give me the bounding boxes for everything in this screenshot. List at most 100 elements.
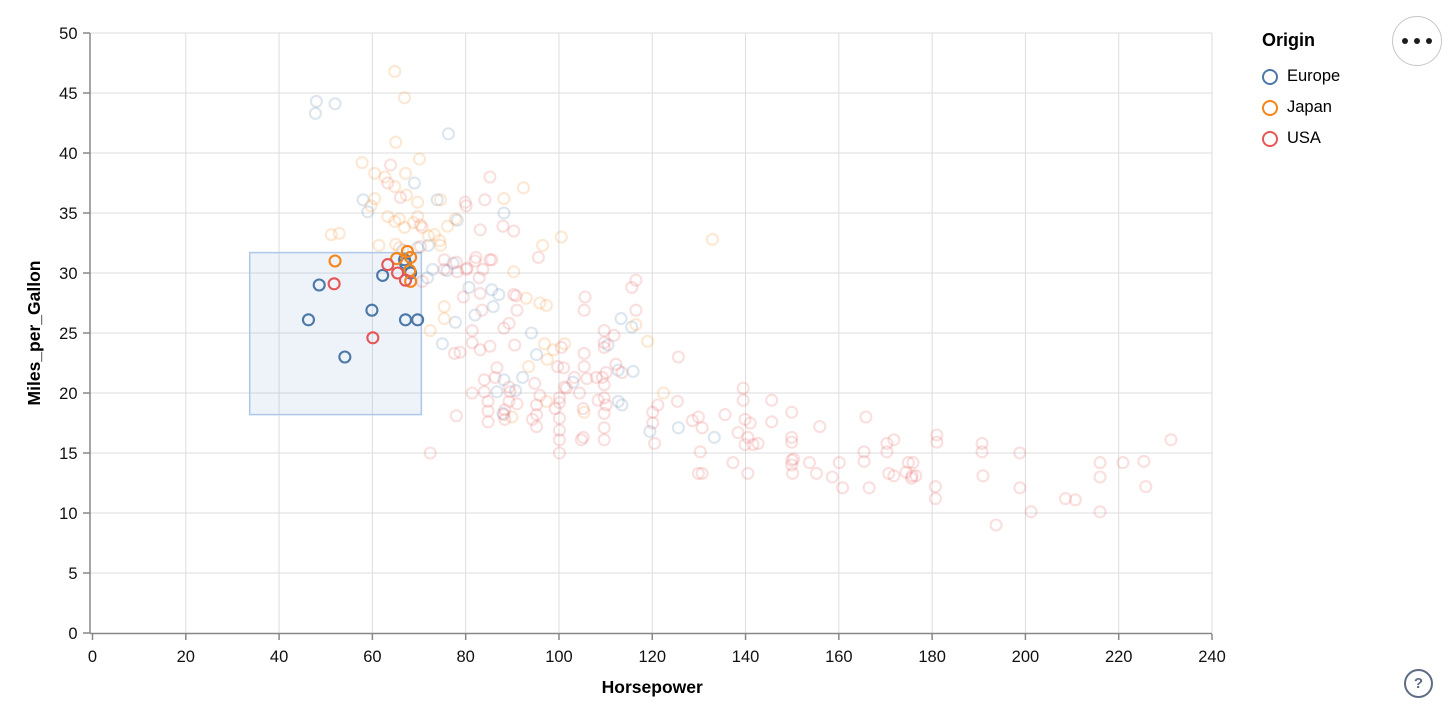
question-mark-icon: ?	[1413, 675, 1424, 692]
scatter-point-usa	[1068, 493, 1082, 507]
scatter-point-usa	[928, 492, 942, 506]
scatter-point-japan	[378, 170, 392, 184]
scatter-point-japan	[540, 352, 554, 366]
x-tick-label: 140	[732, 648, 760, 666]
scatter-point-usa	[695, 421, 709, 435]
scatter-point-europe	[328, 97, 342, 111]
scatter-point-usa	[597, 340, 611, 354]
scatter-point-usa	[802, 456, 816, 470]
scatter-point-usa	[577, 303, 591, 317]
scatter-point-japan	[404, 250, 418, 264]
scatter-point-japan	[406, 216, 420, 230]
scatter-point-usa	[741, 466, 755, 480]
scatter-point-japan	[516, 181, 531, 195]
scatter-point-usa	[880, 436, 894, 450]
scatter-point-usa	[813, 420, 827, 434]
scatter-point-japan	[558, 337, 572, 351]
scatter-point-usa	[578, 290, 592, 304]
scatter-point-usa	[384, 158, 398, 172]
scatter-point-usa	[597, 324, 611, 338]
scatter-point-usa	[738, 412, 752, 426]
scatter-point-europe	[312, 278, 326, 292]
scatter-point-japan	[539, 394, 553, 408]
scatter-point-usa	[465, 324, 479, 338]
scatter-point-usa	[887, 469, 901, 483]
scatter-point-europe	[516, 370, 530, 384]
scatter-point-usa	[558, 380, 572, 394]
legend: Origin Europe Japan USA	[1262, 30, 1340, 154]
scatter-point-usa	[691, 410, 705, 424]
scatter-point-japan	[629, 318, 643, 332]
scatter-point-usa	[693, 445, 707, 459]
scatter-point-usa	[695, 466, 709, 480]
scatter-point-usa	[502, 380, 516, 394]
points-layer	[301, 64, 1178, 532]
scatter-point-japan	[398, 220, 412, 234]
scatter-point-usa	[381, 258, 395, 272]
scatter-point-usa	[685, 414, 699, 428]
scatter-point-usa	[785, 430, 799, 444]
scatter-point-usa	[502, 316, 516, 330]
scatter-point-europe	[446, 256, 460, 270]
scatter-point-usa	[533, 388, 547, 402]
scatter-point-europe	[441, 127, 455, 141]
scatter-point-usa	[1139, 480, 1153, 494]
legend-label: USA	[1287, 129, 1321, 147]
scatter-point-usa	[765, 415, 779, 429]
scatter-point-usa	[862, 481, 876, 495]
scatter-point-europe	[440, 264, 454, 278]
scatter-point-usa	[1137, 454, 1151, 468]
scatter-point-usa	[465, 336, 479, 350]
brush-selection[interactable]	[248, 251, 423, 416]
scatter-point-usa	[507, 224, 521, 238]
x-tick-label: 200	[1012, 648, 1040, 666]
x-tick-label: 100	[545, 648, 573, 666]
scatter-point-europe	[376, 268, 390, 282]
y-tick-label: 0	[68, 625, 77, 643]
scatter-point-usa	[576, 402, 590, 416]
scatter-point-usa	[576, 430, 590, 444]
scatter-point-japan	[656, 386, 670, 400]
x-axis-title: Horsepower	[602, 677, 703, 697]
scatter-point-usa	[552, 411, 566, 425]
scatter-point-usa	[1093, 470, 1107, 484]
scatter-point-japan	[497, 192, 511, 206]
scatter-point-usa	[381, 176, 395, 190]
legend-label: Japan	[1287, 98, 1332, 116]
scatter-point-japan	[432, 234, 447, 248]
scatter-point-usa	[751, 436, 765, 450]
scatter-point-europe	[611, 363, 625, 377]
scatter-point-usa	[473, 286, 487, 300]
scatter-point-usa	[975, 436, 989, 450]
scatter-point-usa	[465, 386, 479, 400]
scatter-point-usa	[671, 350, 685, 364]
scatter-point-usa	[507, 288, 521, 302]
scatter-point-europe	[497, 206, 511, 220]
scatter-point-usa	[477, 373, 491, 387]
scatter-point-europe	[411, 313, 425, 327]
scatter-point-usa	[473, 343, 487, 357]
scatter-point-europe	[448, 315, 462, 329]
scatter-point-usa	[718, 408, 732, 422]
scatter-point-usa	[975, 445, 989, 459]
scatter-point-usa	[510, 397, 524, 411]
scatter-point-usa	[976, 469, 990, 483]
scatter-point-usa	[458, 195, 472, 209]
scatter-point-usa	[510, 303, 524, 317]
scatter-point-usa	[746, 438, 760, 452]
scatter-point-japan	[381, 210, 395, 224]
scatter-point-japan	[328, 254, 342, 268]
scatter-point-usa	[551, 360, 565, 374]
scatter-point-usa	[1013, 446, 1027, 460]
scatter-point-usa	[559, 381, 573, 395]
scatter-point-europe	[601, 338, 615, 352]
actions-menu-button[interactable]	[1392, 16, 1442, 66]
scatter-point-usa	[528, 376, 542, 390]
scatter-point-usa	[591, 393, 605, 407]
scatter-point-japan	[368, 192, 382, 206]
scatter-point-usa	[469, 250, 483, 264]
scatter-point-usa	[552, 391, 566, 405]
scatter-point-usa	[651, 398, 665, 412]
help-button[interactable]: ?	[1404, 669, 1433, 698]
